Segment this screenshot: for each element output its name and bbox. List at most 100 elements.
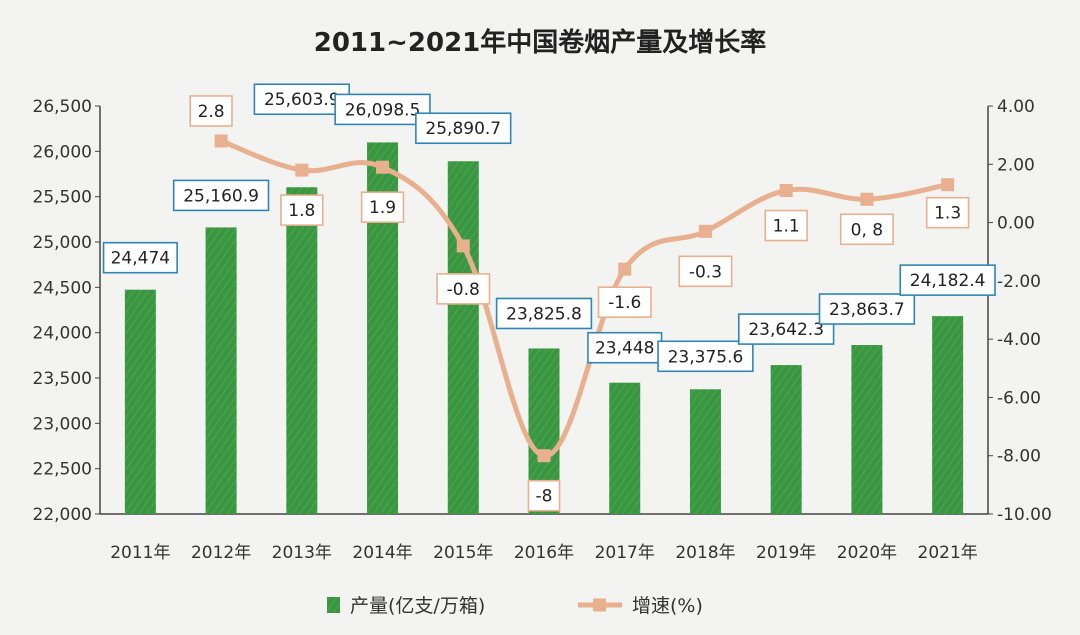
right-tick-label: -10.00 xyxy=(997,505,1052,525)
bar-value-label-box xyxy=(899,264,996,296)
bar-value-label-box xyxy=(657,340,754,373)
left-tick-label: 26,500 xyxy=(33,97,92,117)
left-tick-label: 26,000 xyxy=(33,142,92,162)
line-value-label-box xyxy=(280,194,324,226)
axes: 22,000 22,500 23,000 23,500 24,000 24,500 25,0… xyxy=(33,97,1052,563)
bar-value-label-box xyxy=(102,241,178,274)
right-tick-label: -4.00 xyxy=(997,330,1041,350)
line-value-label: 1.1 xyxy=(773,217,800,237)
bar-value-label: 23,375.6 xyxy=(668,347,744,367)
right-tick-label: -6.00 xyxy=(997,388,1041,408)
right-tick-label: -2.00 xyxy=(997,272,1041,292)
right-tick-label: 4.00 xyxy=(997,97,1035,117)
line-marker xyxy=(941,178,955,192)
right-tick-label: -8.00 xyxy=(997,447,1041,467)
line-marker xyxy=(860,192,874,206)
x-tick-label: 2018年 xyxy=(675,543,735,563)
line-marker xyxy=(295,163,309,177)
x-tick-label: 2014年 xyxy=(352,543,412,563)
line-value-label: -8 xyxy=(536,487,553,507)
line-value-label-box xyxy=(436,273,491,305)
legend-bar-label: 产量(亿支/万箱) xyxy=(350,595,485,617)
line-series xyxy=(214,134,955,463)
bar-value-label: 25,603.9 xyxy=(264,90,340,110)
line-value-label: -0.8 xyxy=(447,280,480,300)
left-tick-label: 23,500 xyxy=(33,369,92,389)
bar-value-label: 23,863.7 xyxy=(829,300,905,320)
left-tick-label: 25,000 xyxy=(33,233,92,253)
bar xyxy=(689,389,721,514)
bar-value-label: 25,160.9 xyxy=(183,186,259,206)
line-value-label-box xyxy=(764,209,808,242)
bar xyxy=(851,345,883,514)
bar xyxy=(770,365,802,514)
line-value-label-box xyxy=(678,255,733,288)
left-tick-label: 25,500 xyxy=(33,188,92,208)
line-marker xyxy=(779,184,793,198)
bar xyxy=(205,227,237,514)
bar-value-label: 23,448 xyxy=(595,339,654,359)
legend: 产量(亿支/万箱) 增速(%) xyxy=(327,595,703,617)
bar-value-label-box xyxy=(415,112,512,145)
line-marker xyxy=(698,224,712,238)
bar-value-label-box xyxy=(737,313,835,345)
left-tick-label: 24,000 xyxy=(33,324,92,344)
x-tick-label: 2019年 xyxy=(756,543,816,563)
left-tick-label: 23,000 xyxy=(33,414,92,434)
left-tick-label: 22,500 xyxy=(33,460,92,480)
legend-bar-swatch xyxy=(327,597,340,613)
x-tick-label: 2021年 xyxy=(918,543,978,563)
x-tick-label: 2013年 xyxy=(272,543,332,563)
right-tick-label: 2.00 xyxy=(997,155,1035,175)
bar-value-label: 25,890.7 xyxy=(425,119,501,139)
left-tick-label: 24,500 xyxy=(33,278,92,298)
bar-value-label: 23,642.3 xyxy=(748,320,824,340)
x-tick-label: 2015年 xyxy=(433,543,493,563)
bar-value-label-box xyxy=(334,93,431,126)
x-tick-label: 2017年 xyxy=(595,543,655,563)
bar-value-label-box xyxy=(172,179,270,212)
legend-line-label: 增速(%) xyxy=(632,595,703,617)
bar xyxy=(447,161,479,514)
bar xyxy=(286,187,318,514)
line-marker xyxy=(214,134,228,148)
line-value-label: 1.3 xyxy=(934,204,961,224)
line-value-label-box xyxy=(597,286,652,319)
bar-value-label-box xyxy=(495,297,593,330)
line-value-label: 1.8 xyxy=(288,201,315,221)
bar xyxy=(932,316,964,514)
right-tick-label: 0.00 xyxy=(997,214,1035,234)
line-value-label: 2.8 xyxy=(198,102,225,122)
legend-line-marker xyxy=(593,598,606,612)
bar-value-label: 23,825.8 xyxy=(506,304,582,324)
x-tick-label: 2020年 xyxy=(837,543,897,563)
line-marker xyxy=(618,262,632,276)
line-value-label-box xyxy=(925,196,970,229)
line-value-label-box xyxy=(839,213,894,246)
x-tick-label: 2011年 xyxy=(110,543,170,563)
bar-value-label: 24,182.4 xyxy=(910,271,986,291)
x-tick-label: 2012年 xyxy=(191,543,251,563)
line-value-label-box xyxy=(189,95,233,127)
left-tick-label: 22,000 xyxy=(33,505,92,525)
bar-value-label: 26,098.5 xyxy=(345,100,421,120)
x-tick-label: 2016年 xyxy=(514,543,574,563)
line-value-label: -0.3 xyxy=(689,262,722,282)
bar-value-label: 24,474 xyxy=(111,249,170,269)
line-value-label: -1.6 xyxy=(608,293,641,313)
bar-value-label-box xyxy=(587,331,663,364)
data-labels: 24,474 25,160.9 25,603.926,098.525,890.7 23… xyxy=(102,83,996,512)
line-value-label-box xyxy=(360,191,405,223)
line-value-label: 1.9 xyxy=(369,198,396,218)
growth-line xyxy=(218,138,951,459)
line-value-label: 0, 8 xyxy=(851,220,883,240)
line-marker xyxy=(537,449,551,463)
line-marker xyxy=(456,239,470,253)
chart-title: 2011~2021年中国卷烟产量及增长率 xyxy=(313,28,767,58)
line-value-label-box xyxy=(527,479,561,512)
bar-value-label-box xyxy=(818,293,916,325)
bar xyxy=(124,289,156,514)
bar xyxy=(609,382,641,514)
line-marker xyxy=(376,160,390,174)
